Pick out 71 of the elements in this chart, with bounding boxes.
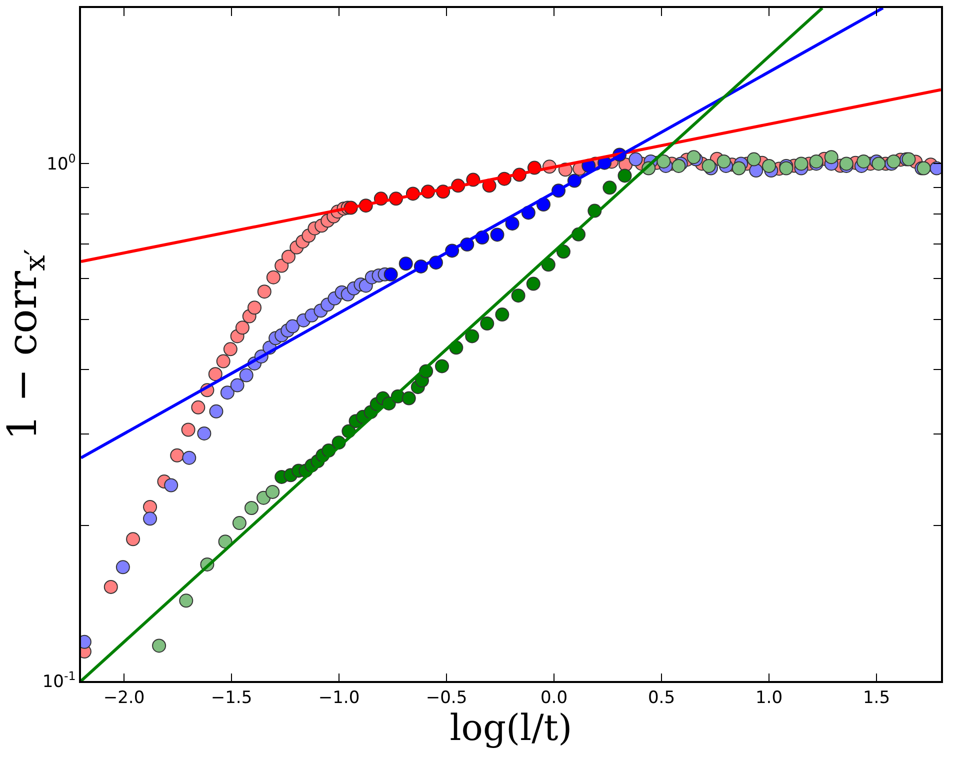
point — [872, 156, 886, 171]
point — [505, 216, 520, 231]
point — [716, 154, 731, 168]
point — [856, 154, 871, 168]
point — [164, 478, 178, 492]
x-tick-label: 1.5 — [862, 688, 890, 708]
point — [152, 638, 166, 653]
point — [218, 534, 232, 549]
point — [143, 500, 158, 514]
point — [495, 308, 510, 322]
point — [182, 450, 196, 465]
point — [181, 422, 196, 437]
point — [656, 154, 671, 168]
point — [170, 448, 184, 462]
point — [266, 484, 280, 499]
point — [398, 256, 413, 271]
point — [732, 161, 746, 176]
point — [220, 386, 234, 400]
point — [104, 580, 118, 594]
point — [749, 164, 764, 178]
point — [511, 288, 526, 303]
point — [490, 228, 504, 242]
point — [235, 320, 250, 335]
x-tick-label: −1.0 — [318, 688, 360, 708]
x-tick-label: 0.0 — [540, 688, 568, 708]
point — [402, 391, 416, 406]
point — [556, 244, 570, 259]
point — [232, 516, 246, 530]
point — [126, 532, 140, 546]
point — [886, 154, 901, 168]
point — [216, 354, 230, 368]
point — [209, 404, 224, 418]
point — [286, 319, 300, 334]
point — [779, 161, 794, 176]
x-tick-label: 0.5 — [648, 688, 676, 708]
x-tick-label: −1.5 — [210, 688, 252, 708]
point — [762, 158, 776, 173]
point — [257, 284, 272, 299]
point — [223, 342, 238, 356]
x-axis-title: log(l/t) — [450, 708, 572, 750]
point — [248, 300, 262, 315]
point — [197, 426, 212, 440]
point — [239, 368, 254, 382]
point — [434, 359, 449, 374]
point — [702, 158, 716, 173]
point — [465, 329, 480, 344]
point — [244, 500, 258, 515]
point — [824, 150, 838, 164]
point — [526, 276, 540, 291]
point — [143, 512, 158, 526]
point — [208, 367, 222, 382]
point — [384, 267, 398, 282]
y-tick-label: 10$^{0}$ — [46, 152, 76, 175]
point — [794, 156, 808, 171]
point — [266, 270, 280, 284]
point — [602, 180, 617, 195]
x-tick-label: −0.5 — [426, 688, 468, 708]
point — [618, 168, 632, 183]
y-tick-label: 10$^{-1}$ — [42, 668, 76, 692]
point — [274, 258, 289, 273]
point — [809, 154, 824, 168]
point — [281, 250, 296, 264]
point — [116, 560, 130, 574]
x-tick-label: −2.0 — [103, 688, 145, 708]
point — [179, 594, 194, 608]
point — [480, 316, 494, 331]
point — [191, 400, 206, 414]
point — [230, 378, 244, 392]
point — [746, 152, 761, 166]
x-tick-label: 1.0 — [755, 688, 783, 708]
point — [628, 152, 643, 166]
